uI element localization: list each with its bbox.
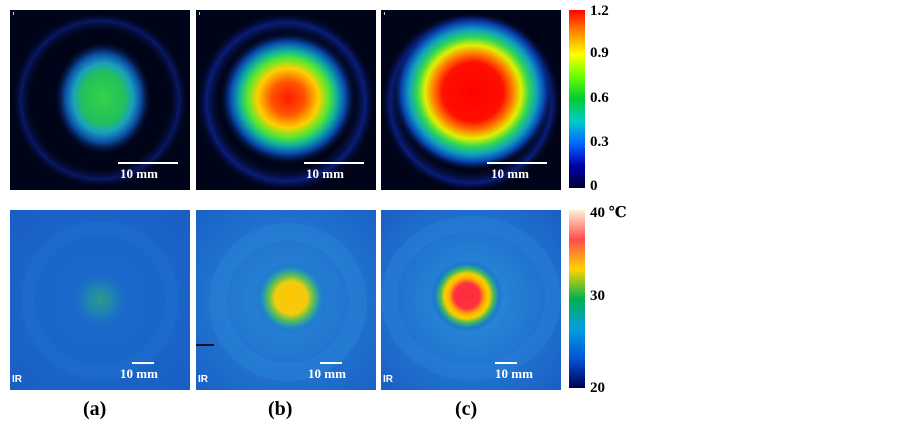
panel-caption-c: (c) [455,398,478,420]
scale-bar-label: 10 mm [120,366,158,381]
dark-tick-mark [196,344,214,346]
scale-bar [487,162,547,164]
scale-bar-label: 10 mm [308,366,346,381]
dose-tick-label: 0.6 [590,90,609,106]
dose-tick-label: 1.2 [590,3,609,19]
thermal-image-c: IR 10 mm [381,210,561,390]
corner-tick [199,12,200,15]
corner-tick [384,12,385,15]
panel-caption-b: (b) [268,398,293,420]
scale-bar-label: 10 mm [306,166,344,181]
scale-bar [495,362,517,364]
dose-tick-label: 0.3 [590,134,609,150]
thermal-image-b: IR 10 mm [196,210,376,390]
dose-tick-label: 0 [590,178,598,194]
ir-mark: IR [198,374,208,385]
scale-bar-label: 10 mm [120,166,158,181]
temperature-tick-label: 20 [590,380,605,396]
dose-map-c: 10 mm [381,10,561,190]
temperature-colorbar [569,210,585,388]
thermal-image-a: IR 10 mm [10,210,190,390]
scale-bar-label: 10 mm [491,166,529,181]
scale-bar [132,362,154,364]
temperature-tick-label: 30 [590,288,605,304]
panel-caption-a: (a) [83,398,107,420]
scale-bar-label: 10 mm [495,366,533,381]
ir-mark: IR [12,374,22,385]
ir-mark: IR [383,374,393,385]
dose-colorbar [569,10,585,188]
corner-tick [13,12,14,15]
dose-tick-label: 0.9 [590,45,609,61]
scale-bar [304,162,364,164]
scale-bar [118,162,178,164]
scale-bar [320,362,342,364]
dose-map-a: 10 mm [10,10,190,190]
dose-map-b: 10 mm [196,10,376,190]
temperature-tick-label: 40 ℃ [590,205,627,221]
